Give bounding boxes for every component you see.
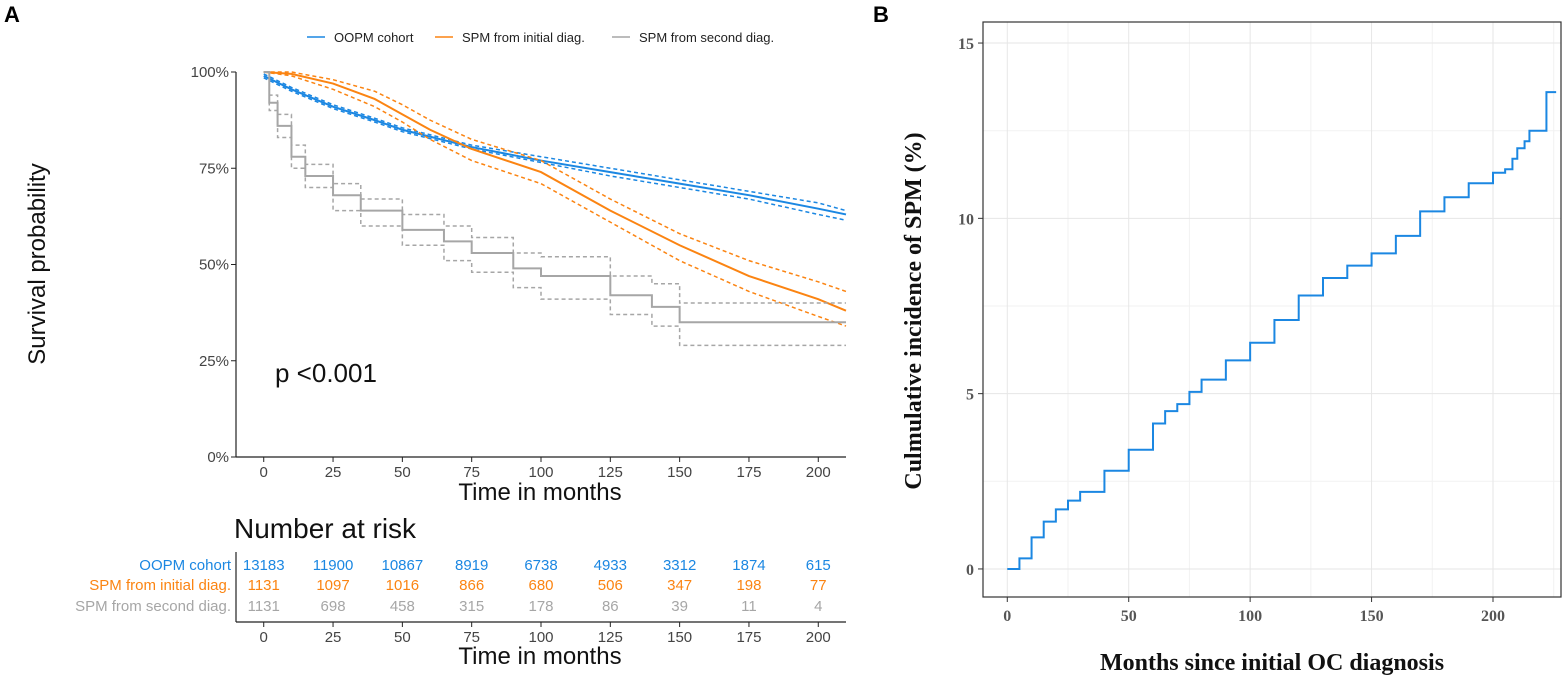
x-tick-label: 150 bbox=[667, 464, 692, 481]
panel-a-y-axis-title: Survival probability bbox=[24, 163, 51, 364]
risk-cell-oopm: 8919 bbox=[455, 557, 488, 574]
x-tick-label: 125 bbox=[598, 464, 623, 481]
risk-row-label-initial: SPM from initial diag. bbox=[89, 577, 231, 594]
risk-cell-second: 39 bbox=[671, 598, 688, 615]
risk-cell-oopm: 1874 bbox=[732, 557, 765, 574]
risk-cell-second: 86 bbox=[602, 598, 619, 615]
risk-cell-initial: 1016 bbox=[386, 577, 419, 594]
x-tick-label: 0 bbox=[260, 464, 268, 481]
panel-a-x-axis-title: Time in months bbox=[458, 479, 621, 506]
panel-b-gridlines bbox=[983, 22, 1561, 597]
risk-row-label-oopm: OOPM cohort bbox=[139, 557, 232, 574]
risk-cell-initial: 198 bbox=[736, 577, 761, 594]
y-tick-label: 100% bbox=[191, 64, 229, 81]
risk-row-label-second: SPM from second diag. bbox=[75, 598, 231, 615]
panel-a-label: A bbox=[4, 2, 20, 27]
legend-label-oopm: OOPM cohort bbox=[334, 30, 414, 45]
panel-a-y-ticks: 0% 25% 50% 75% 100% bbox=[191, 64, 236, 466]
panel-a-axes bbox=[235, 72, 846, 458]
risk-cell-second: 1131 bbox=[248, 598, 280, 615]
panel-a-x-ticks: 0 25 50 75 100 125 150 175 200 bbox=[260, 457, 831, 481]
risk-cell-second: 178 bbox=[528, 598, 553, 615]
x-tick-label: 25 bbox=[325, 464, 342, 481]
risk-cell-initial: 506 bbox=[598, 577, 623, 594]
risk-cell-second: 11 bbox=[741, 598, 757, 615]
panel-b-plot-frame bbox=[982, 21, 1562, 598]
risk-cell-initial: 347 bbox=[667, 577, 692, 594]
x-tick-label: 100 bbox=[1238, 608, 1262, 625]
series-cumulative-incidence-line bbox=[1007, 91, 1557, 570]
y-tick-label: 15 bbox=[958, 36, 974, 53]
risk-cell-initial: 77 bbox=[810, 577, 827, 594]
x-tick-label: 50 bbox=[394, 464, 411, 481]
series-second-line bbox=[263, 71, 846, 324]
series-second-ci-upper bbox=[263, 71, 846, 304]
series-oopm-ci-upper bbox=[263, 73, 847, 212]
risk-cell-oopm: 615 bbox=[806, 557, 831, 574]
risk-x-tick-label: 50 bbox=[394, 629, 411, 646]
risk-cell-second: 4 bbox=[814, 598, 822, 615]
risk-cell-second: 458 bbox=[390, 598, 415, 615]
x-tick-label: 75 bbox=[463, 464, 480, 481]
y-tick-label: 75% bbox=[199, 160, 229, 177]
x-tick-label: 50 bbox=[1121, 608, 1137, 625]
risk-x-tick-label: 25 bbox=[325, 629, 342, 646]
y-tick-label: 0 bbox=[966, 562, 974, 579]
series-initial-line bbox=[263, 71, 847, 312]
y-tick-label: 0% bbox=[207, 449, 229, 466]
risk-x-tick-label: 175 bbox=[736, 629, 761, 646]
risk-table-title: Number at risk bbox=[234, 513, 417, 544]
y-tick-label: 5 bbox=[966, 387, 974, 404]
risk-cell-oopm: 6738 bbox=[524, 557, 557, 574]
x-tick-label: 200 bbox=[1481, 608, 1505, 625]
series-oopm-ci-lower bbox=[263, 77, 847, 221]
series-initial-ci-upper bbox=[263, 71, 847, 293]
risk-table-x-ticks: 0 25 50 75 100 125 150 175 200 bbox=[260, 622, 831, 646]
x-tick-label: 175 bbox=[736, 464, 761, 481]
panel-b-x-axis-title: Months since initial OC diagnosis bbox=[1100, 650, 1444, 675]
x-tick-label: 150 bbox=[1360, 608, 1384, 625]
risk-cell-oopm: 10867 bbox=[382, 557, 424, 574]
risk-x-tick-label: 75 bbox=[463, 629, 480, 646]
risk-cell-second: 698 bbox=[321, 598, 346, 615]
x-tick-label: 0 bbox=[1003, 608, 1011, 625]
y-tick-label: 25% bbox=[199, 353, 229, 370]
risk-x-tick-label: 200 bbox=[806, 629, 831, 646]
series-oopm-line bbox=[263, 74, 847, 216]
legend-label-second: SPM from second diag. bbox=[639, 30, 774, 45]
panel-b-series-group bbox=[1007, 91, 1557, 570]
panel-b-y-ticks: 0 5 10 15 bbox=[958, 36, 983, 579]
y-tick-label: 10 bbox=[958, 211, 974, 228]
risk-cell-initial: 1131 bbox=[248, 577, 280, 594]
y-tick-label: 50% bbox=[199, 257, 229, 274]
risk-cell-initial: 866 bbox=[459, 577, 484, 594]
p-value-annotation: p <0.001 bbox=[275, 358, 377, 388]
risk-cell-oopm: 4933 bbox=[594, 557, 627, 574]
risk-cell-second: 315 bbox=[459, 598, 484, 615]
panel-b-y-axis-title: Culmulative incidence of SPM (%) bbox=[901, 132, 927, 489]
x-tick-label: 100 bbox=[528, 464, 553, 481]
x-tick-label: 200 bbox=[806, 464, 831, 481]
series-initial-ci-lower bbox=[263, 71, 847, 327]
risk-x-tick-label: 0 bbox=[260, 629, 268, 646]
risk-table-x-axis-title: Time in months bbox=[458, 643, 621, 670]
risk-table-body: OOPM cohort 13183 11900 10867 8919 6738 4933 33… bbox=[75, 557, 831, 615]
legend-label-initial: SPM from initial diag. bbox=[462, 30, 585, 45]
risk-x-tick-label: 125 bbox=[598, 629, 623, 646]
panel-b-label: B bbox=[873, 2, 889, 27]
panel-a-series-group bbox=[263, 71, 847, 347]
risk-x-tick-label: 150 bbox=[667, 629, 692, 646]
risk-cell-oopm: 3312 bbox=[663, 557, 696, 574]
risk-cell-initial: 1097 bbox=[316, 577, 349, 594]
risk-cell-oopm: 11900 bbox=[313, 557, 354, 574]
risk-x-tick-label: 100 bbox=[528, 629, 553, 646]
panel-b-x-ticks: 0 50 100 150 200 bbox=[1003, 597, 1505, 625]
panel-a-legend: OOPM cohort SPM from initial diag. SPM f… bbox=[307, 30, 774, 45]
risk-cell-initial: 680 bbox=[528, 577, 553, 594]
risk-cell-oopm: 13183 bbox=[243, 557, 285, 574]
